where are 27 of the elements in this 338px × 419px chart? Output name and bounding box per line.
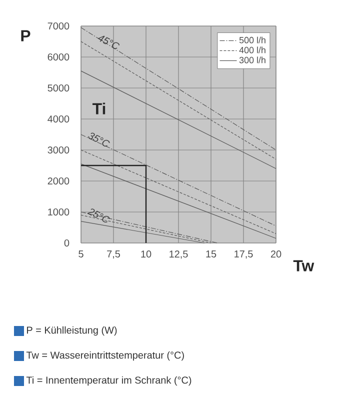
legend-label: 500 l/h — [239, 36, 266, 44]
y-tick-label: 6000 — [48, 53, 70, 61]
x-tick-label: 7,5 — [107, 250, 120, 259]
y-tick-label: 0 — [64, 239, 70, 247]
text: P = Kühlleistung (W) — [27, 326, 117, 336]
text: Tw = Wassereintrittstemperatur (°C) — [26, 351, 184, 361]
y-tick-label: 7000 — [48, 22, 70, 30]
x-tick-label: 20 — [270, 250, 282, 258]
x-tick-label: 17,5 — [234, 250, 253, 259]
y-tick-label: 5000 — [48, 84, 70, 92]
x-tick-label: 5 — [78, 250, 84, 258]
x-tick-label: 15 — [206, 250, 216, 258]
x-axis-title: Tw — [293, 260, 314, 272]
x-tick-label: 12,5 — [170, 250, 188, 259]
text: Ti = Innentemperatur im Schrank (°C) — [26, 376, 192, 386]
legend-label: 400 l/h — [239, 46, 266, 54]
y-tick-label: 1000 — [48, 208, 70, 216]
annotation: 45°C — [98, 36, 120, 49]
annotation: 35°C — [88, 132, 110, 147]
y-tick-label: 4000 — [48, 115, 70, 123]
y-axis-title: P — [21, 30, 30, 42]
x-tick-label: 10 — [141, 250, 152, 258]
annotation: Ti — [92, 102, 106, 114]
legend-label: 300 l/h — [239, 56, 266, 64]
y-tick-label: 3000 — [48, 146, 70, 154]
annotation: 25°C — [87, 208, 110, 223]
y-tick-label: 2000 — [48, 177, 70, 185]
